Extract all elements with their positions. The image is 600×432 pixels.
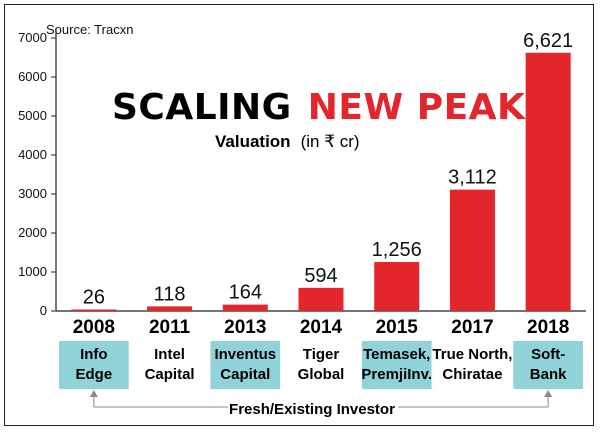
bar-2017 (449, 189, 495, 311)
investor-name-line: Intel (154, 346, 185, 363)
investor-highlight-box (513, 341, 583, 389)
footer-label: Fresh/Existing Investor (229, 401, 395, 418)
bracket-arrow-left (89, 390, 98, 397)
investor-bracket: Fresh/Existing Investor (89, 390, 553, 418)
chart-title: SCALING NEW PEAKS (112, 87, 552, 128)
investor-name-line: True North, (432, 346, 512, 363)
investor-highlight-box (59, 341, 129, 389)
year-label: 2017 (451, 317, 493, 338)
chart-subtitle: Valuation (in ₹ cr) (215, 132, 360, 151)
y-axis: 0 1000 2000 3000 4000 5000 6000 7000 (18, 28, 586, 318)
year-label: 2013 (224, 317, 266, 338)
investor-name-line: Tiger (303, 346, 340, 363)
source-note: Source: Tracxn (46, 22, 133, 37)
investor-name-line: Soft- (531, 346, 565, 363)
investor-name-line: Temasek, (363, 346, 430, 363)
bar-2018 (525, 52, 571, 311)
investor-name-line: Inventus (214, 346, 276, 363)
value-label: 164 (229, 282, 262, 304)
title-part-2: NEW PEAKS (308, 87, 552, 128)
investor-name-line: Chiratae (442, 366, 502, 383)
value-label-layer: 26 118 164 594 1,256 3,112 6,621 (83, 30, 573, 309)
bar-2008 (71, 309, 117, 311)
y-tick-label: 0 (40, 303, 47, 318)
value-label: 1,256 (372, 239, 422, 261)
y-tick-label: 5000 (18, 108, 47, 123)
investor-name-line: Edge (76, 366, 113, 383)
year-label: 2008 (73, 317, 115, 338)
y-tick-label: 7000 (18, 30, 47, 45)
investor-name-line: Global (298, 366, 345, 383)
investor-name-line: Info (80, 346, 108, 363)
y-tick-label: 3000 (18, 186, 47, 201)
subtitle-bold: Valuation (215, 132, 291, 151)
value-label: 26 (83, 287, 105, 309)
value-label: 3,112 (448, 167, 497, 189)
y-tick-label: 1000 (18, 264, 47, 279)
bracket-arrow-right (544, 390, 553, 397)
bar-2013 (222, 304, 268, 311)
investor-name-line: Capital (220, 366, 270, 383)
bar-2011 (147, 306, 193, 311)
bar-2014 (298, 287, 344, 311)
investor-name-line: Bank (530, 366, 567, 383)
title-part-1: SCALING (112, 87, 292, 128)
subtitle-unit: (in ₹ cr) (301, 132, 360, 151)
investor-name-line: PremjiInv. (361, 366, 432, 383)
investor-name-line: Capital (145, 366, 195, 383)
bar-2015 (374, 262, 420, 311)
value-label: 594 (304, 265, 337, 287)
y-tick-label: 6000 (18, 69, 47, 84)
investor-layer: Info Edge Intel Capital Inventus Capital Tiger… (59, 341, 583, 389)
year-label: 2018 (527, 317, 569, 338)
y-tick-label: 2000 (18, 225, 47, 240)
category-layer: 2008 2011 2013 2014 2015 2017 2018 (73, 317, 570, 338)
investor-highlight-box (361, 341, 432, 389)
value-label: 118 (154, 283, 186, 305)
year-label: 2015 (376, 317, 419, 338)
investor-highlight-box (210, 341, 281, 389)
year-label: 2014 (300, 317, 343, 338)
year-label: 2011 (149, 317, 191, 338)
bar-layer (71, 52, 571, 311)
y-tick-label: 4000 (18, 147, 47, 162)
value-label: 6,621 (523, 30, 573, 52)
